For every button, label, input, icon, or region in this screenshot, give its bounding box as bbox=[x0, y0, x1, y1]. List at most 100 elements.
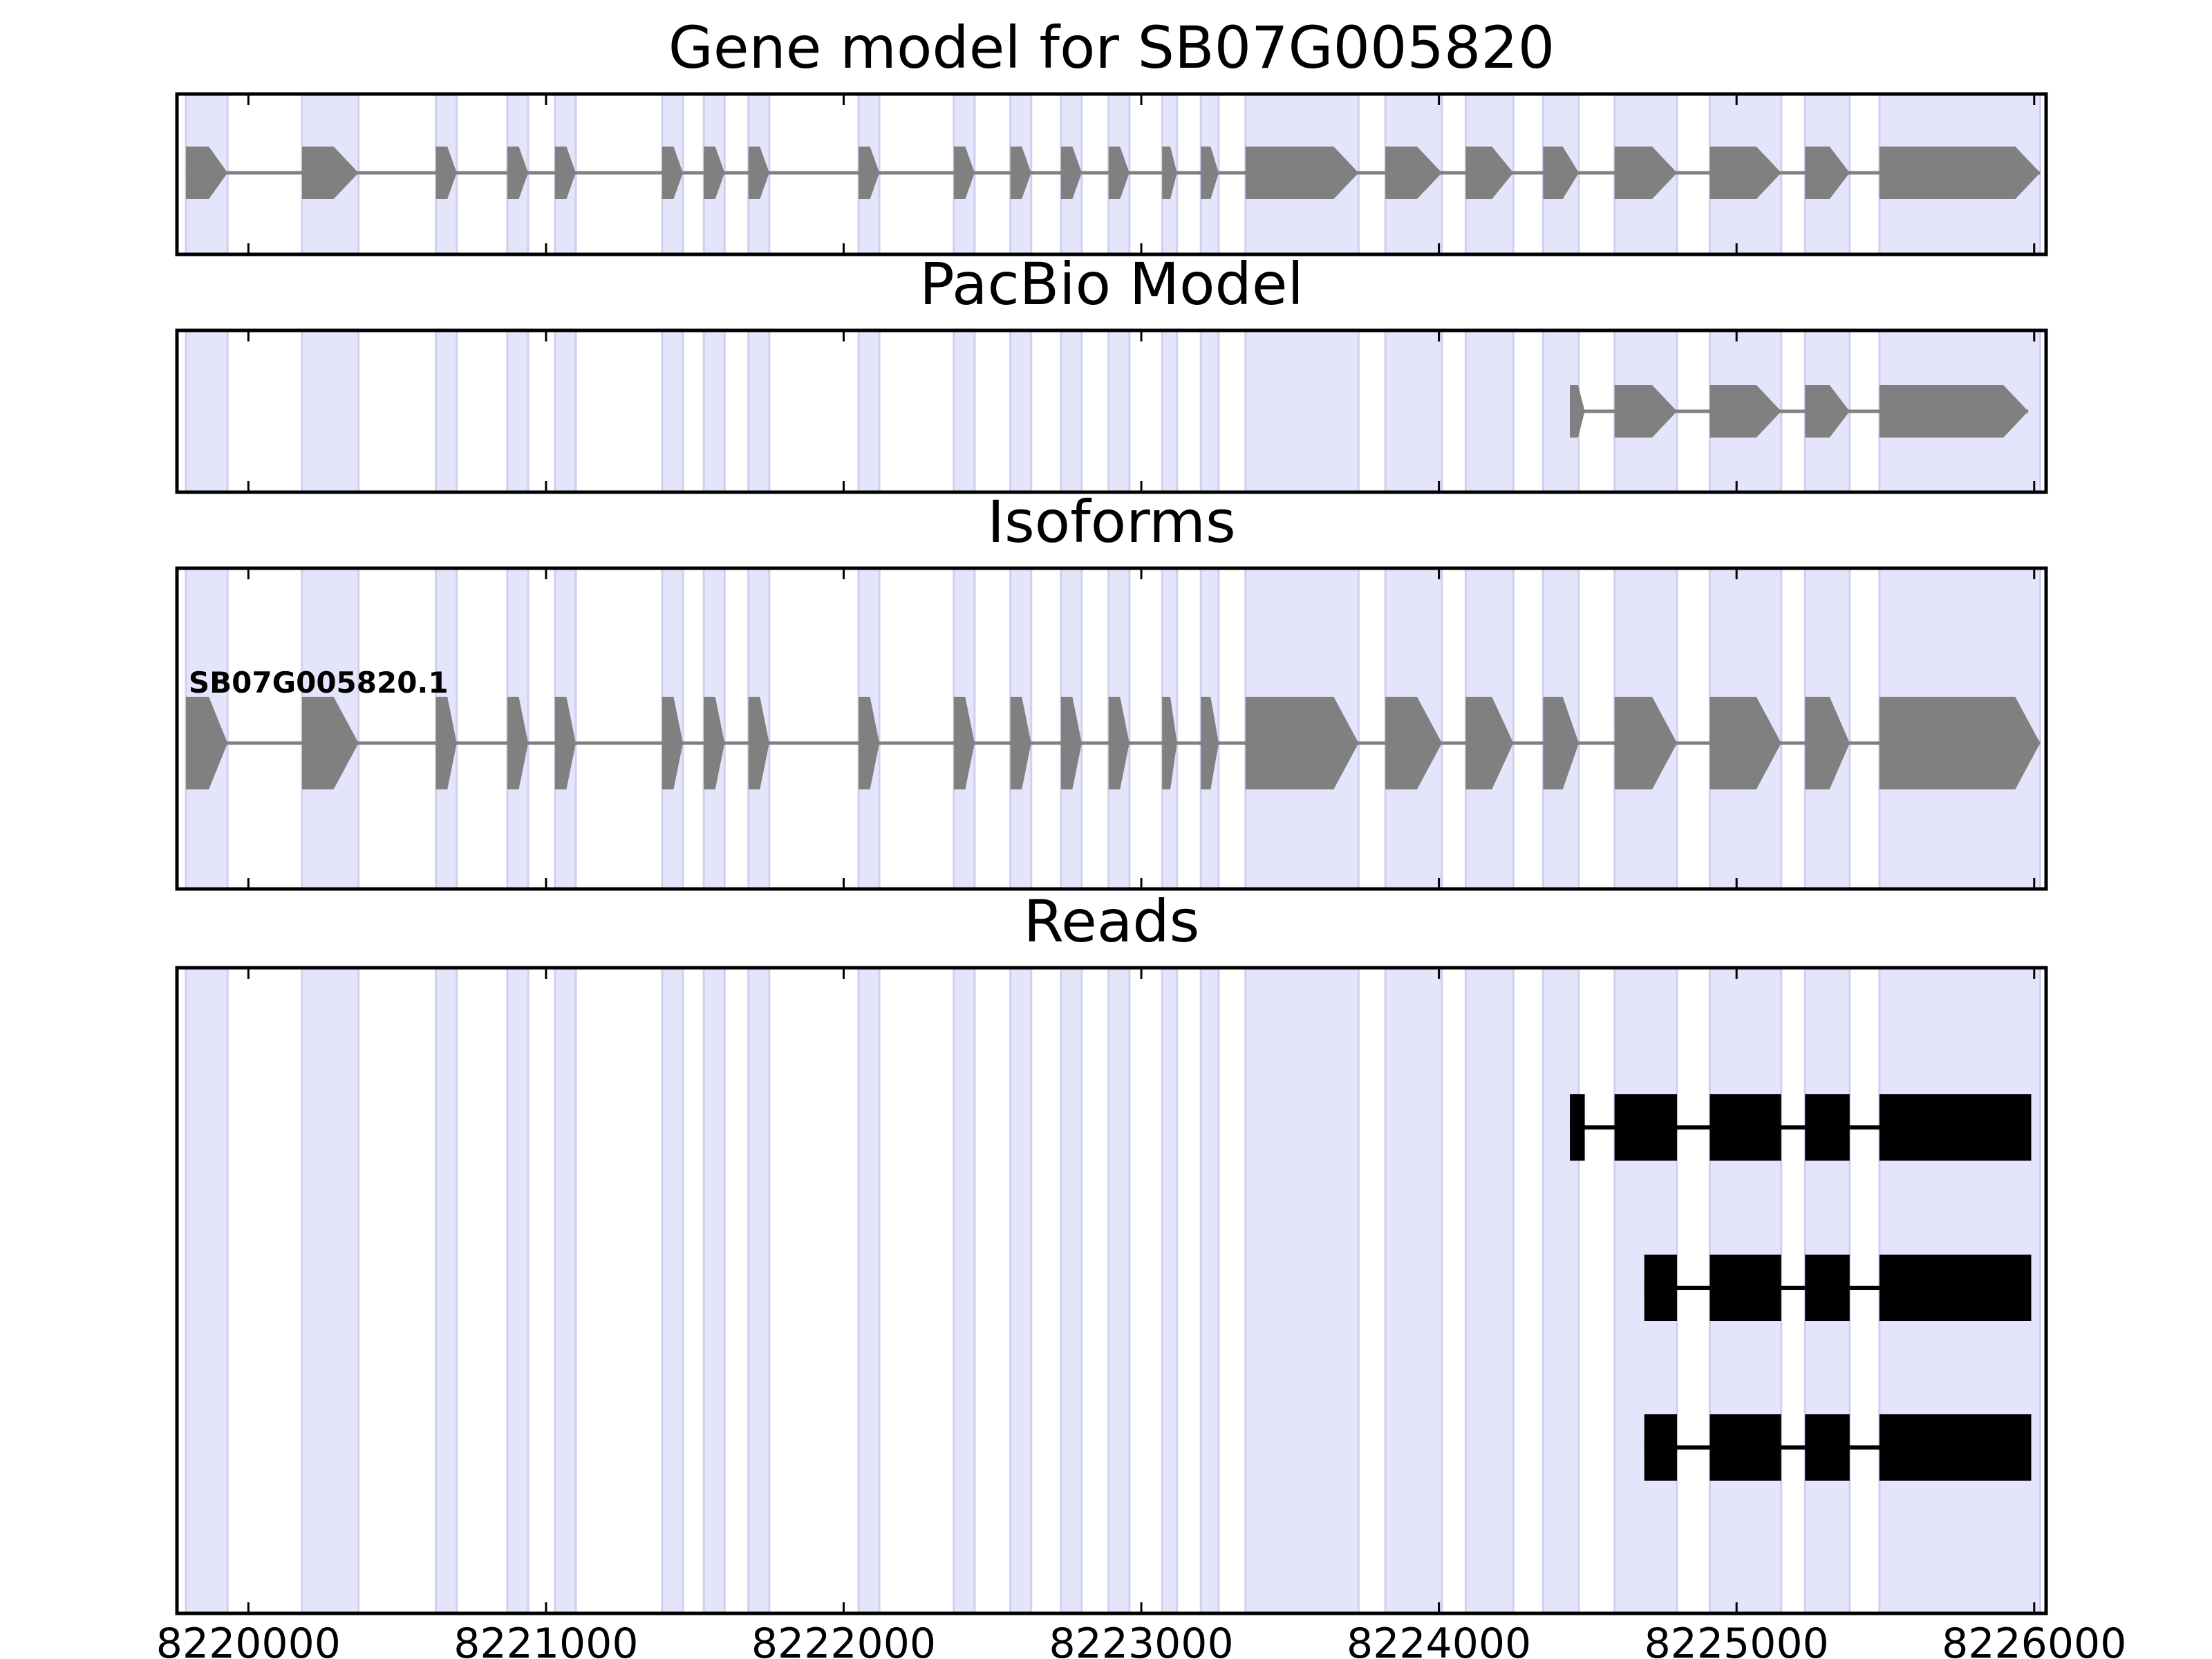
read-block bbox=[1570, 1094, 1585, 1161]
exon-band bbox=[661, 329, 684, 494]
exon-arrow bbox=[301, 147, 359, 199]
exon-arrow bbox=[859, 147, 880, 199]
exon-band bbox=[506, 329, 529, 494]
x-tick-label: 8223000 bbox=[1049, 1620, 1233, 1659]
read-block bbox=[1879, 1094, 2032, 1161]
exon-band bbox=[1199, 329, 1220, 494]
x-tick-label: 8220000 bbox=[156, 1620, 341, 1659]
exon-arrow bbox=[1805, 385, 1850, 438]
exon-arrow bbox=[301, 697, 359, 789]
panel-frame bbox=[175, 92, 2048, 256]
exon-arrow bbox=[1465, 147, 1514, 199]
x-tick-label: 8224000 bbox=[1347, 1620, 1531, 1659]
exon-band bbox=[857, 329, 881, 494]
exon-arrow bbox=[662, 147, 683, 199]
x-tick-label: 8226000 bbox=[1942, 1620, 2126, 1659]
read-block bbox=[1644, 1414, 1678, 1481]
track-panel-1: PacBio Model bbox=[175, 250, 2048, 494]
exon-arrow bbox=[1010, 147, 1031, 199]
track-panel-2: SB07G005820.1 Isoforms bbox=[175, 488, 2048, 891]
exon-arrow bbox=[1805, 697, 1850, 789]
exon-arrow bbox=[1709, 385, 1781, 438]
exon-band bbox=[747, 966, 771, 1615]
exon-arrow bbox=[1385, 147, 1442, 199]
x-tick-label: 8221000 bbox=[453, 1620, 638, 1659]
exon-arrow bbox=[1805, 147, 1850, 199]
read-block bbox=[1709, 1255, 1781, 1321]
read-block bbox=[1805, 1094, 1850, 1161]
exon-arrow bbox=[1060, 147, 1082, 199]
exon-arrow bbox=[554, 697, 576, 789]
exon-band bbox=[435, 966, 458, 1615]
panel-frame bbox=[175, 566, 2048, 891]
exon-arrow bbox=[435, 697, 457, 789]
exon-band bbox=[702, 329, 726, 494]
exon-band bbox=[1009, 329, 1033, 494]
exon-arrow bbox=[1245, 147, 1359, 199]
exon-band bbox=[953, 966, 976, 1615]
read-block bbox=[1709, 1414, 1781, 1481]
exon-arrow bbox=[1879, 147, 2041, 199]
exon-arrow bbox=[1385, 697, 1442, 789]
exon-band bbox=[1199, 966, 1220, 1615]
exon-arrow bbox=[1201, 147, 1219, 199]
exon-band bbox=[1107, 329, 1131, 494]
exon-band bbox=[857, 966, 881, 1615]
exon-band bbox=[1384, 329, 1443, 494]
read-block bbox=[1614, 1094, 1678, 1161]
exon-band bbox=[1161, 329, 1179, 494]
exon-band bbox=[1009, 966, 1033, 1615]
track-panels: Gene model for SB07G005820 PacBio Model SB… bbox=[175, 14, 2048, 1615]
exon-arrow bbox=[1162, 697, 1177, 789]
exon-band bbox=[1464, 966, 1515, 1615]
read-block bbox=[1709, 1094, 1781, 1161]
x-axis: 8220000 8221000 8222000 8223000 8224000 82250… bbox=[156, 1620, 2127, 1659]
exon-arrow bbox=[1108, 697, 1130, 789]
exon-band bbox=[1060, 966, 1083, 1615]
exon-arrow bbox=[507, 697, 529, 789]
exon-arrow bbox=[435, 147, 457, 199]
exon-band bbox=[1107, 966, 1131, 1615]
exon-arrow bbox=[554, 147, 576, 199]
exon-arrow bbox=[1245, 697, 1359, 789]
exon-band bbox=[301, 329, 360, 494]
exon-band bbox=[554, 329, 577, 494]
panel-title: Isoforms bbox=[987, 488, 1236, 556]
exon-band bbox=[1384, 966, 1443, 1615]
exon-arrow bbox=[1201, 697, 1219, 789]
x-tick-label: 8222000 bbox=[751, 1620, 936, 1659]
exon-arrow bbox=[859, 697, 880, 789]
exon-band bbox=[1060, 329, 1083, 494]
exon-arrow bbox=[1614, 147, 1678, 199]
track-panel-3: Reads bbox=[175, 888, 2048, 1615]
exon-band bbox=[301, 966, 360, 1615]
panel-frame bbox=[175, 328, 2048, 494]
exon-arrow bbox=[704, 697, 725, 789]
exon-band bbox=[1464, 329, 1515, 494]
read-block bbox=[1805, 1255, 1850, 1321]
exon-band bbox=[435, 329, 458, 494]
track-panel-0: Gene model for SB07G005820 bbox=[175, 14, 2048, 256]
panel-frame bbox=[175, 966, 2048, 1615]
read-block bbox=[1805, 1414, 1850, 1481]
exon-band bbox=[185, 329, 229, 494]
exon-arrow bbox=[1010, 697, 1031, 789]
read-block bbox=[1879, 1255, 2032, 1321]
exon-band bbox=[1244, 966, 1360, 1615]
exon-arrow bbox=[185, 147, 228, 199]
exon-arrow bbox=[1614, 385, 1678, 438]
exon-arrow bbox=[1162, 147, 1177, 199]
exon-arrow bbox=[1108, 147, 1130, 199]
exon-arrow bbox=[185, 697, 228, 789]
exon-band bbox=[1161, 966, 1179, 1615]
x-tick-label: 8225000 bbox=[1644, 1620, 1829, 1659]
exon-arrow bbox=[662, 697, 683, 789]
exon-band bbox=[661, 966, 684, 1615]
exon-arrow bbox=[748, 147, 769, 199]
exon-band bbox=[1244, 329, 1360, 494]
exon-arrow bbox=[1570, 385, 1585, 438]
exon-arrow bbox=[1709, 147, 1781, 199]
exon-arrow bbox=[1543, 147, 1579, 199]
exon-band bbox=[953, 329, 976, 494]
